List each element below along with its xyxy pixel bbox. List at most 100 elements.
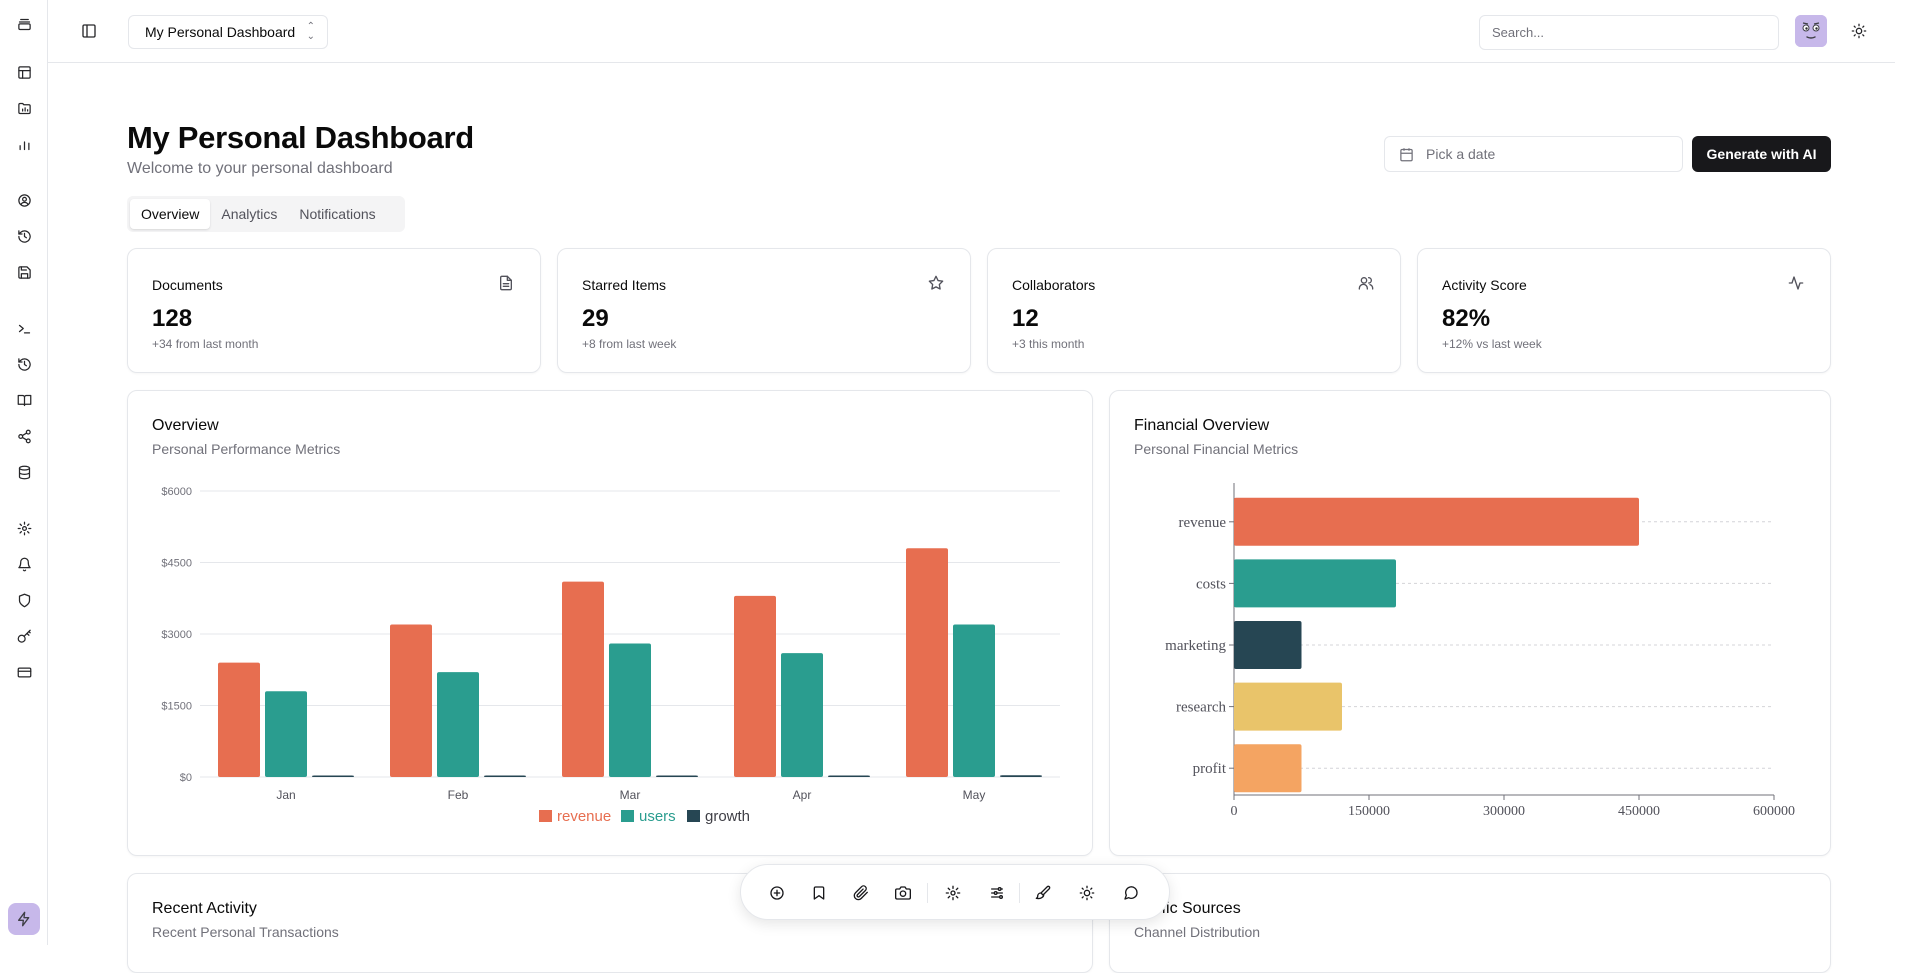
top-bar: My Personal Dashboard ⌃ ⌄ — [48, 0, 1895, 63]
book-open-icon[interactable] — [12, 388, 36, 412]
sliders-icon[interactable] — [987, 883, 1007, 903]
credit-card-icon[interactable] — [12, 660, 36, 684]
financial-card-subtitle: Personal Financial Metrics — [1134, 441, 1299, 457]
key-icon[interactable] — [12, 624, 36, 648]
x-tick-label: May — [963, 788, 986, 802]
legend-swatch — [621, 810, 634, 822]
brush-icon[interactable] — [1033, 883, 1053, 903]
bar-revenue — [218, 662, 260, 777]
dashboard-select[interactable]: My Personal Dashboard ⌃ ⌄ — [128, 15, 328, 49]
y-tick-label: profit — [1193, 761, 1227, 777]
message-circle-icon[interactable] — [1121, 883, 1141, 903]
stat-delta: +8 from last week — [582, 337, 677, 351]
overview-card-subtitle: Personal Performance Metrics — [152, 441, 341, 457]
financial-card: Financial Overview Personal Financial Me… — [1109, 390, 1831, 856]
camera-icon[interactable] — [893, 883, 913, 903]
x-tick-label: Apr — [793, 788, 812, 802]
y-tick-label: costs — [1196, 576, 1226, 592]
financial-card-title: Financial Overview — [1134, 417, 1270, 434]
gear-icon[interactable] — [12, 516, 36, 540]
star-icon — [928, 275, 946, 293]
legend-label: users — [639, 808, 676, 825]
terminal-icon[interactable] — [12, 316, 36, 340]
y-tick-label: $4500 — [161, 558, 192, 570]
scrollbar[interactable] — [1895, 0, 1920, 945]
tab-analytics[interactable]: Analytics — [221, 206, 278, 222]
x-tick-label: 0 — [1231, 804, 1238, 819]
tab-notifications[interactable]: Notifications — [299, 206, 376, 222]
y-tick-label: research — [1176, 700, 1226, 716]
dashboard-select-label: My Personal Dashboard — [145, 24, 296, 40]
left-rail — [0, 0, 48, 945]
bar-users — [953, 624, 995, 777]
x-tick-label: 450000 — [1618, 804, 1660, 819]
sun-icon[interactable] — [1849, 21, 1869, 41]
y-tick-label: revenue — [1179, 515, 1227, 531]
folder-chart-icon[interactable] — [12, 96, 36, 120]
bar-users — [265, 691, 307, 777]
stat-card-activity-score: Activity Score 82% +12% vs last week — [1417, 248, 1831, 373]
plus-circle-icon[interactable] — [767, 883, 787, 903]
traffic-sources-card: Traffic Sources Channel Distribution — [1109, 873, 1831, 973]
stat-delta: +34 from last month — [152, 337, 259, 351]
stat-delta: +3 this month — [1012, 337, 1085, 351]
floating-toolbar — [740, 864, 1170, 920]
stat-card-starred-items: Starred Items 29 +8 from last week — [557, 248, 971, 373]
overview-bar-chart: $0 $1500 $3000 $4500 $6000 Jan Feb Mar Apr May rev… — [161, 486, 1060, 825]
calendar-icon — [1400, 147, 1413, 161]
y-tick-label: $3000 — [161, 629, 192, 641]
avatar[interactable] — [1795, 15, 1827, 47]
bar-growth — [828, 775, 870, 777]
save-icon[interactable] — [12, 260, 36, 284]
database-icon[interactable] — [12, 460, 36, 484]
stat-value: 128 — [152, 305, 193, 332]
bar-chart-icon[interactable] — [12, 132, 36, 156]
y-tick-label: $1500 — [161, 701, 192, 713]
bar-growth — [1000, 775, 1042, 777]
recent-activity-subtitle: Recent Personal Transactions — [152, 924, 339, 940]
stat-value: 82% — [1442, 305, 1491, 332]
bell-icon[interactable] — [12, 552, 36, 576]
layout-icon[interactable] — [12, 60, 36, 84]
history-icon[interactable] — [12, 224, 36, 248]
bar-growth — [484, 775, 526, 777]
sun-icon[interactable] — [1077, 883, 1097, 903]
stat-value: 12 — [1012, 305, 1039, 332]
traffic-sources-subtitle: Channel Distribution — [1134, 924, 1261, 940]
gear-icon[interactable] — [943, 883, 963, 903]
x-tick-label: 600000 — [1753, 804, 1795, 819]
shield-icon[interactable] — [12, 588, 36, 612]
date-picker-button[interactable]: Pick a date — [1384, 136, 1683, 172]
clock-history-icon[interactable] — [12, 352, 36, 376]
stack-icon[interactable] — [12, 12, 36, 36]
tab-list: Overview Analytics Notifications — [127, 196, 405, 232]
bar-growth — [656, 775, 698, 777]
bookmark-icon[interactable] — [809, 883, 829, 903]
stat-card-documents: Documents 128 +34 from last month — [127, 248, 541, 373]
legend-label: growth — [705, 808, 750, 825]
overview-card: Overview Personal Performance Metrics $0… — [127, 390, 1093, 856]
legend-swatch — [539, 810, 552, 822]
stat-label: Collaborators — [1012, 277, 1096, 293]
page-title: My Personal Dashboard — [127, 120, 474, 155]
search-input[interactable] — [1479, 15, 1779, 50]
bar-users — [609, 643, 651, 777]
x-tick-label: Mar — [620, 788, 641, 802]
bolt-icon[interactable] — [8, 903, 40, 935]
bar-users — [781, 653, 823, 777]
avatar-face-icon — [1795, 15, 1827, 47]
paperclip-icon[interactable] — [851, 883, 871, 903]
file-text-icon — [498, 275, 516, 293]
user-circle-icon[interactable] — [12, 188, 36, 212]
legend-label: revenue — [557, 808, 611, 825]
x-tick-label: 150000 — [1348, 804, 1390, 819]
share-icon[interactable] — [12, 424, 36, 448]
tab-overview[interactable]: Overview — [130, 199, 211, 229]
bar-users — [437, 672, 479, 777]
sidebar-toggle-icon[interactable] — [78, 20, 100, 42]
bar-revenue — [906, 548, 948, 777]
stat-label: Starred Items — [582, 277, 667, 293]
generate-with-ai-button[interactable]: Generate with AI — [1692, 136, 1831, 172]
bar-profit — [1234, 744, 1302, 793]
stat-card-collaborators: Collaborators 12 +3 this month — [987, 248, 1401, 373]
